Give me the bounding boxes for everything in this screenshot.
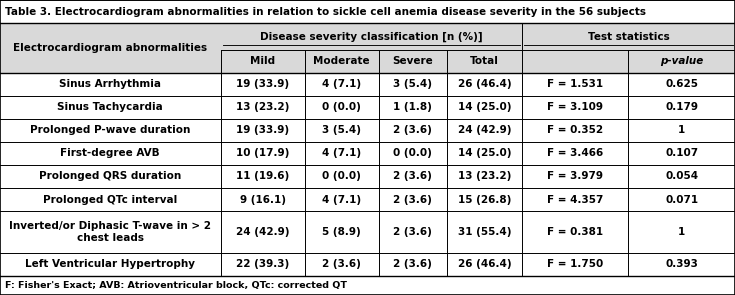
Text: 15 (26.8): 15 (26.8) <box>458 194 511 204</box>
Text: 2 (3.6): 2 (3.6) <box>393 227 432 237</box>
Text: Disease severity classification [n (%)]: Disease severity classification [n (%)] <box>260 32 482 42</box>
Text: 26 (46.4): 26 (46.4) <box>458 79 511 89</box>
Bar <box>0 165 735 188</box>
Text: Test statistics: Test statistics <box>587 32 670 42</box>
Text: 1: 1 <box>678 227 685 237</box>
Text: 3 (5.4): 3 (5.4) <box>322 125 362 135</box>
Bar <box>0 23 735 50</box>
Text: 4 (7.1): 4 (7.1) <box>322 148 362 158</box>
Text: 0.071: 0.071 <box>665 194 698 204</box>
Text: F = 0.381: F = 0.381 <box>547 227 603 237</box>
Bar <box>0 211 735 253</box>
Text: 14 (25.0): 14 (25.0) <box>458 102 511 112</box>
Bar <box>220 50 735 73</box>
Bar <box>0 0 735 23</box>
Bar <box>0 96 735 119</box>
Text: 13 (23.2): 13 (23.2) <box>236 102 290 112</box>
Text: Total: Total <box>470 57 499 66</box>
Text: F = 3.466: F = 3.466 <box>547 148 603 158</box>
Text: Left Ventricular Hypertrophy: Left Ventricular Hypertrophy <box>25 259 196 269</box>
Text: 9 (16.1): 9 (16.1) <box>240 194 286 204</box>
Text: Table 3. Electrocardiogram abnormalities in relation to sickle cell anemia disea: Table 3. Electrocardiogram abnormalities… <box>5 6 646 17</box>
Text: p-value: p-value <box>660 57 703 66</box>
Text: 0 (0.0): 0 (0.0) <box>323 102 361 112</box>
Text: 22 (39.3): 22 (39.3) <box>236 259 290 269</box>
Bar <box>0 73 735 96</box>
Text: Prolonged P-wave duration: Prolonged P-wave duration <box>30 125 190 135</box>
Text: 1: 1 <box>678 125 685 135</box>
Text: 31 (55.4): 31 (55.4) <box>458 227 511 237</box>
Text: Prolonged QTc interval: Prolonged QTc interval <box>43 194 177 204</box>
Text: F = 1.750: F = 1.750 <box>547 259 603 269</box>
Text: 2 (3.6): 2 (3.6) <box>393 194 432 204</box>
Text: 26 (46.4): 26 (46.4) <box>458 259 511 269</box>
Text: Prolonged QRS duration: Prolonged QRS duration <box>39 171 182 181</box>
Text: 11 (19.6): 11 (19.6) <box>236 171 290 181</box>
Text: Sinus Arrhythmia: Sinus Arrhythmia <box>60 79 161 89</box>
Text: 2 (3.6): 2 (3.6) <box>393 171 432 181</box>
Bar <box>0 188 735 211</box>
Text: 0 (0.0): 0 (0.0) <box>323 171 361 181</box>
Text: 13 (23.2): 13 (23.2) <box>458 171 511 181</box>
Text: 24 (42.9): 24 (42.9) <box>458 125 511 135</box>
Text: 2 (3.6): 2 (3.6) <box>393 259 432 269</box>
Text: 0.179: 0.179 <box>665 102 698 112</box>
Text: F = 3.979: F = 3.979 <box>547 171 603 181</box>
Text: 24 (42.9): 24 (42.9) <box>236 227 290 237</box>
Text: 0.107: 0.107 <box>665 148 698 158</box>
Text: 4 (7.1): 4 (7.1) <box>322 194 362 204</box>
Text: 14 (25.0): 14 (25.0) <box>458 148 511 158</box>
Bar <box>0 23 220 73</box>
Text: First-degree AVB: First-degree AVB <box>60 148 160 158</box>
Text: 0 (0.0): 0 (0.0) <box>393 148 432 158</box>
Text: 3 (5.4): 3 (5.4) <box>393 79 432 89</box>
Text: 10 (17.9): 10 (17.9) <box>236 148 290 158</box>
Text: 0.054: 0.054 <box>665 171 698 181</box>
Bar <box>0 119 735 142</box>
Text: F = 4.357: F = 4.357 <box>547 194 603 204</box>
Text: Electrocardiogram abnormalities: Electrocardiogram abnormalities <box>13 43 207 53</box>
Text: F: Fisher's Exact; AVB: Atrioventricular block, QTc: corrected QT: F: Fisher's Exact; AVB: Atrioventricular… <box>5 281 347 290</box>
Text: Severe: Severe <box>392 57 433 66</box>
Text: 0.625: 0.625 <box>665 79 698 89</box>
Text: Sinus Tachycardia: Sinus Tachycardia <box>57 102 163 112</box>
Text: 2 (3.6): 2 (3.6) <box>393 125 432 135</box>
Text: 0.393: 0.393 <box>665 259 698 269</box>
Text: 19 (33.9): 19 (33.9) <box>236 125 290 135</box>
Bar <box>0 253 735 276</box>
Text: 5 (8.9): 5 (8.9) <box>323 227 361 237</box>
Text: Mild: Mild <box>250 57 276 66</box>
Text: F = 3.109: F = 3.109 <box>547 102 603 112</box>
Bar <box>0 142 735 165</box>
Text: 19 (33.9): 19 (33.9) <box>236 79 290 89</box>
Text: F = 0.352: F = 0.352 <box>547 125 603 135</box>
Text: 1 (1.8): 1 (1.8) <box>393 102 432 112</box>
Text: Inverted/or Diphasic T-wave in > 2
chest leads: Inverted/or Diphasic T-wave in > 2 chest… <box>10 221 211 243</box>
Text: F = 1.531: F = 1.531 <box>547 79 603 89</box>
Text: 2 (3.6): 2 (3.6) <box>323 259 361 269</box>
Text: 4 (7.1): 4 (7.1) <box>322 79 362 89</box>
Text: Moderate: Moderate <box>313 57 370 66</box>
